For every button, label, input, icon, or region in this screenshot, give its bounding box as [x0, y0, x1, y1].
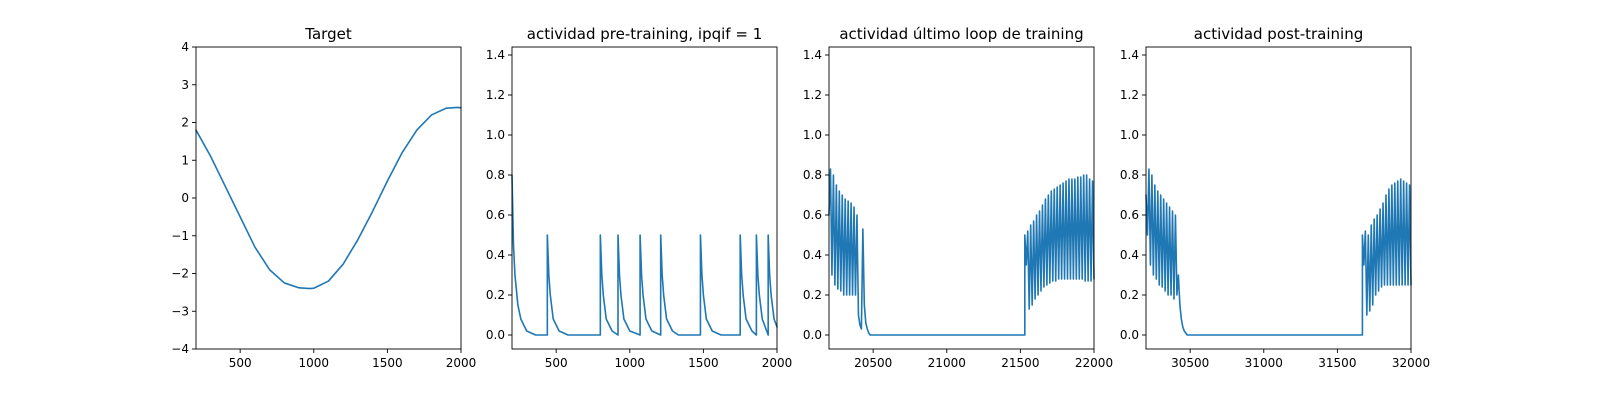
- y-tick-label: 0.6: [803, 208, 822, 222]
- y-tick-label: 1.0: [1120, 128, 1139, 142]
- y-tick-label: 0.4: [1120, 248, 1139, 262]
- y-tick-label: −3: [171, 304, 189, 318]
- y-tick-label: 1.4: [486, 48, 505, 62]
- y-tick-label: 0.2: [1120, 288, 1139, 302]
- axes-frame: [1145, 46, 1412, 350]
- axes-frame: [828, 46, 1095, 350]
- y-tick-label: 1: [181, 153, 189, 167]
- x-tick-label: 500: [229, 356, 252, 370]
- y-tick-label: 0.8: [803, 168, 822, 182]
- series-line: [828, 168, 1095, 336]
- y-tick-label: 0.0: [1120, 328, 1139, 342]
- y-tick-label: 1.2: [803, 88, 822, 102]
- x-tick-label: 1500: [688, 356, 719, 370]
- y-tick-label: 1.4: [1120, 48, 1139, 62]
- x-tick-label: 1000: [299, 356, 330, 370]
- y-tick-label: −4: [171, 342, 189, 356]
- axes-frame: [195, 46, 462, 350]
- x-tick-label: 1000: [615, 356, 646, 370]
- chart-title: actividad post-training: [1194, 25, 1363, 43]
- x-tick-label: 1500: [372, 356, 403, 370]
- y-tick-label: 0.2: [486, 288, 505, 302]
- y-tick-label: 1.2: [486, 88, 505, 102]
- x-tick-label: 21000: [928, 356, 966, 370]
- y-tick-label: 1.0: [803, 128, 822, 142]
- y-tick-label: 1.4: [803, 48, 822, 62]
- x-tick-label: 2000: [762, 356, 793, 370]
- axes-frame: [511, 46, 778, 350]
- y-tick-label: −2: [171, 267, 189, 281]
- series-line: [195, 106, 462, 290]
- y-tick-label: −1: [171, 229, 189, 243]
- x-tick-label: 22000: [1075, 356, 1113, 370]
- y-tick-label: 4: [181, 40, 189, 54]
- x-tick-label: 2000: [446, 356, 477, 370]
- y-tick-label: 0.6: [486, 208, 505, 222]
- x-tick-label: 31500: [1318, 356, 1356, 370]
- y-tick-label: 0.0: [803, 328, 822, 342]
- y-tick-label: 1.2: [1120, 88, 1139, 102]
- chart-title: actividad pre-training, ipqif = 1: [527, 25, 763, 43]
- x-tick-label: 32000: [1392, 356, 1430, 370]
- y-tick-label: 0.0: [486, 328, 505, 342]
- y-tick-label: 0: [181, 191, 189, 205]
- chart-title: Target: [304, 25, 352, 43]
- y-tick-label: 0.4: [803, 248, 822, 262]
- x-tick-label: 30500: [1171, 356, 1209, 370]
- y-tick-label: 0.4: [486, 248, 505, 262]
- x-tick-label: 21500: [1001, 356, 1039, 370]
- x-tick-label: 20500: [854, 356, 892, 370]
- chart-panel-1: 500 1000 1500 2000 −4 −3 −2 −1 0 1 2 3 4 Target: [171, 25, 476, 370]
- series-line: [511, 174, 778, 336]
- y-tick-label: 0.2: [803, 288, 822, 302]
- y-tick-label: 3: [181, 78, 189, 92]
- series-line: [1145, 168, 1412, 336]
- x-tick-label: 500: [545, 356, 568, 370]
- y-tick-label: 0.8: [486, 168, 505, 182]
- y-tick-label: 1.0: [486, 128, 505, 142]
- chart-title: actividad último loop de training: [839, 25, 1083, 43]
- y-tick-label: 0.6: [1120, 208, 1139, 222]
- chart-panel-2: 500 1000 1500 2000 0.0 0.2 0.4 0.6 0.8 1.0 1.2 1.4 a…: [486, 25, 792, 370]
- y-tick-label: 0.8: [1120, 168, 1139, 182]
- y-tick-label: 2: [181, 116, 189, 130]
- chart-panel-4: 30500 31000 31500 32000 0.0 0.2 0.4 0.6 0.8 1.0 1.…: [1120, 25, 1430, 370]
- chart-panel-3: 20500 21000 21500 22000 0.0 0.2 0.4 0.6 0.8 1.0 1.…: [803, 25, 1113, 370]
- x-tick-label: 31000: [1245, 356, 1283, 370]
